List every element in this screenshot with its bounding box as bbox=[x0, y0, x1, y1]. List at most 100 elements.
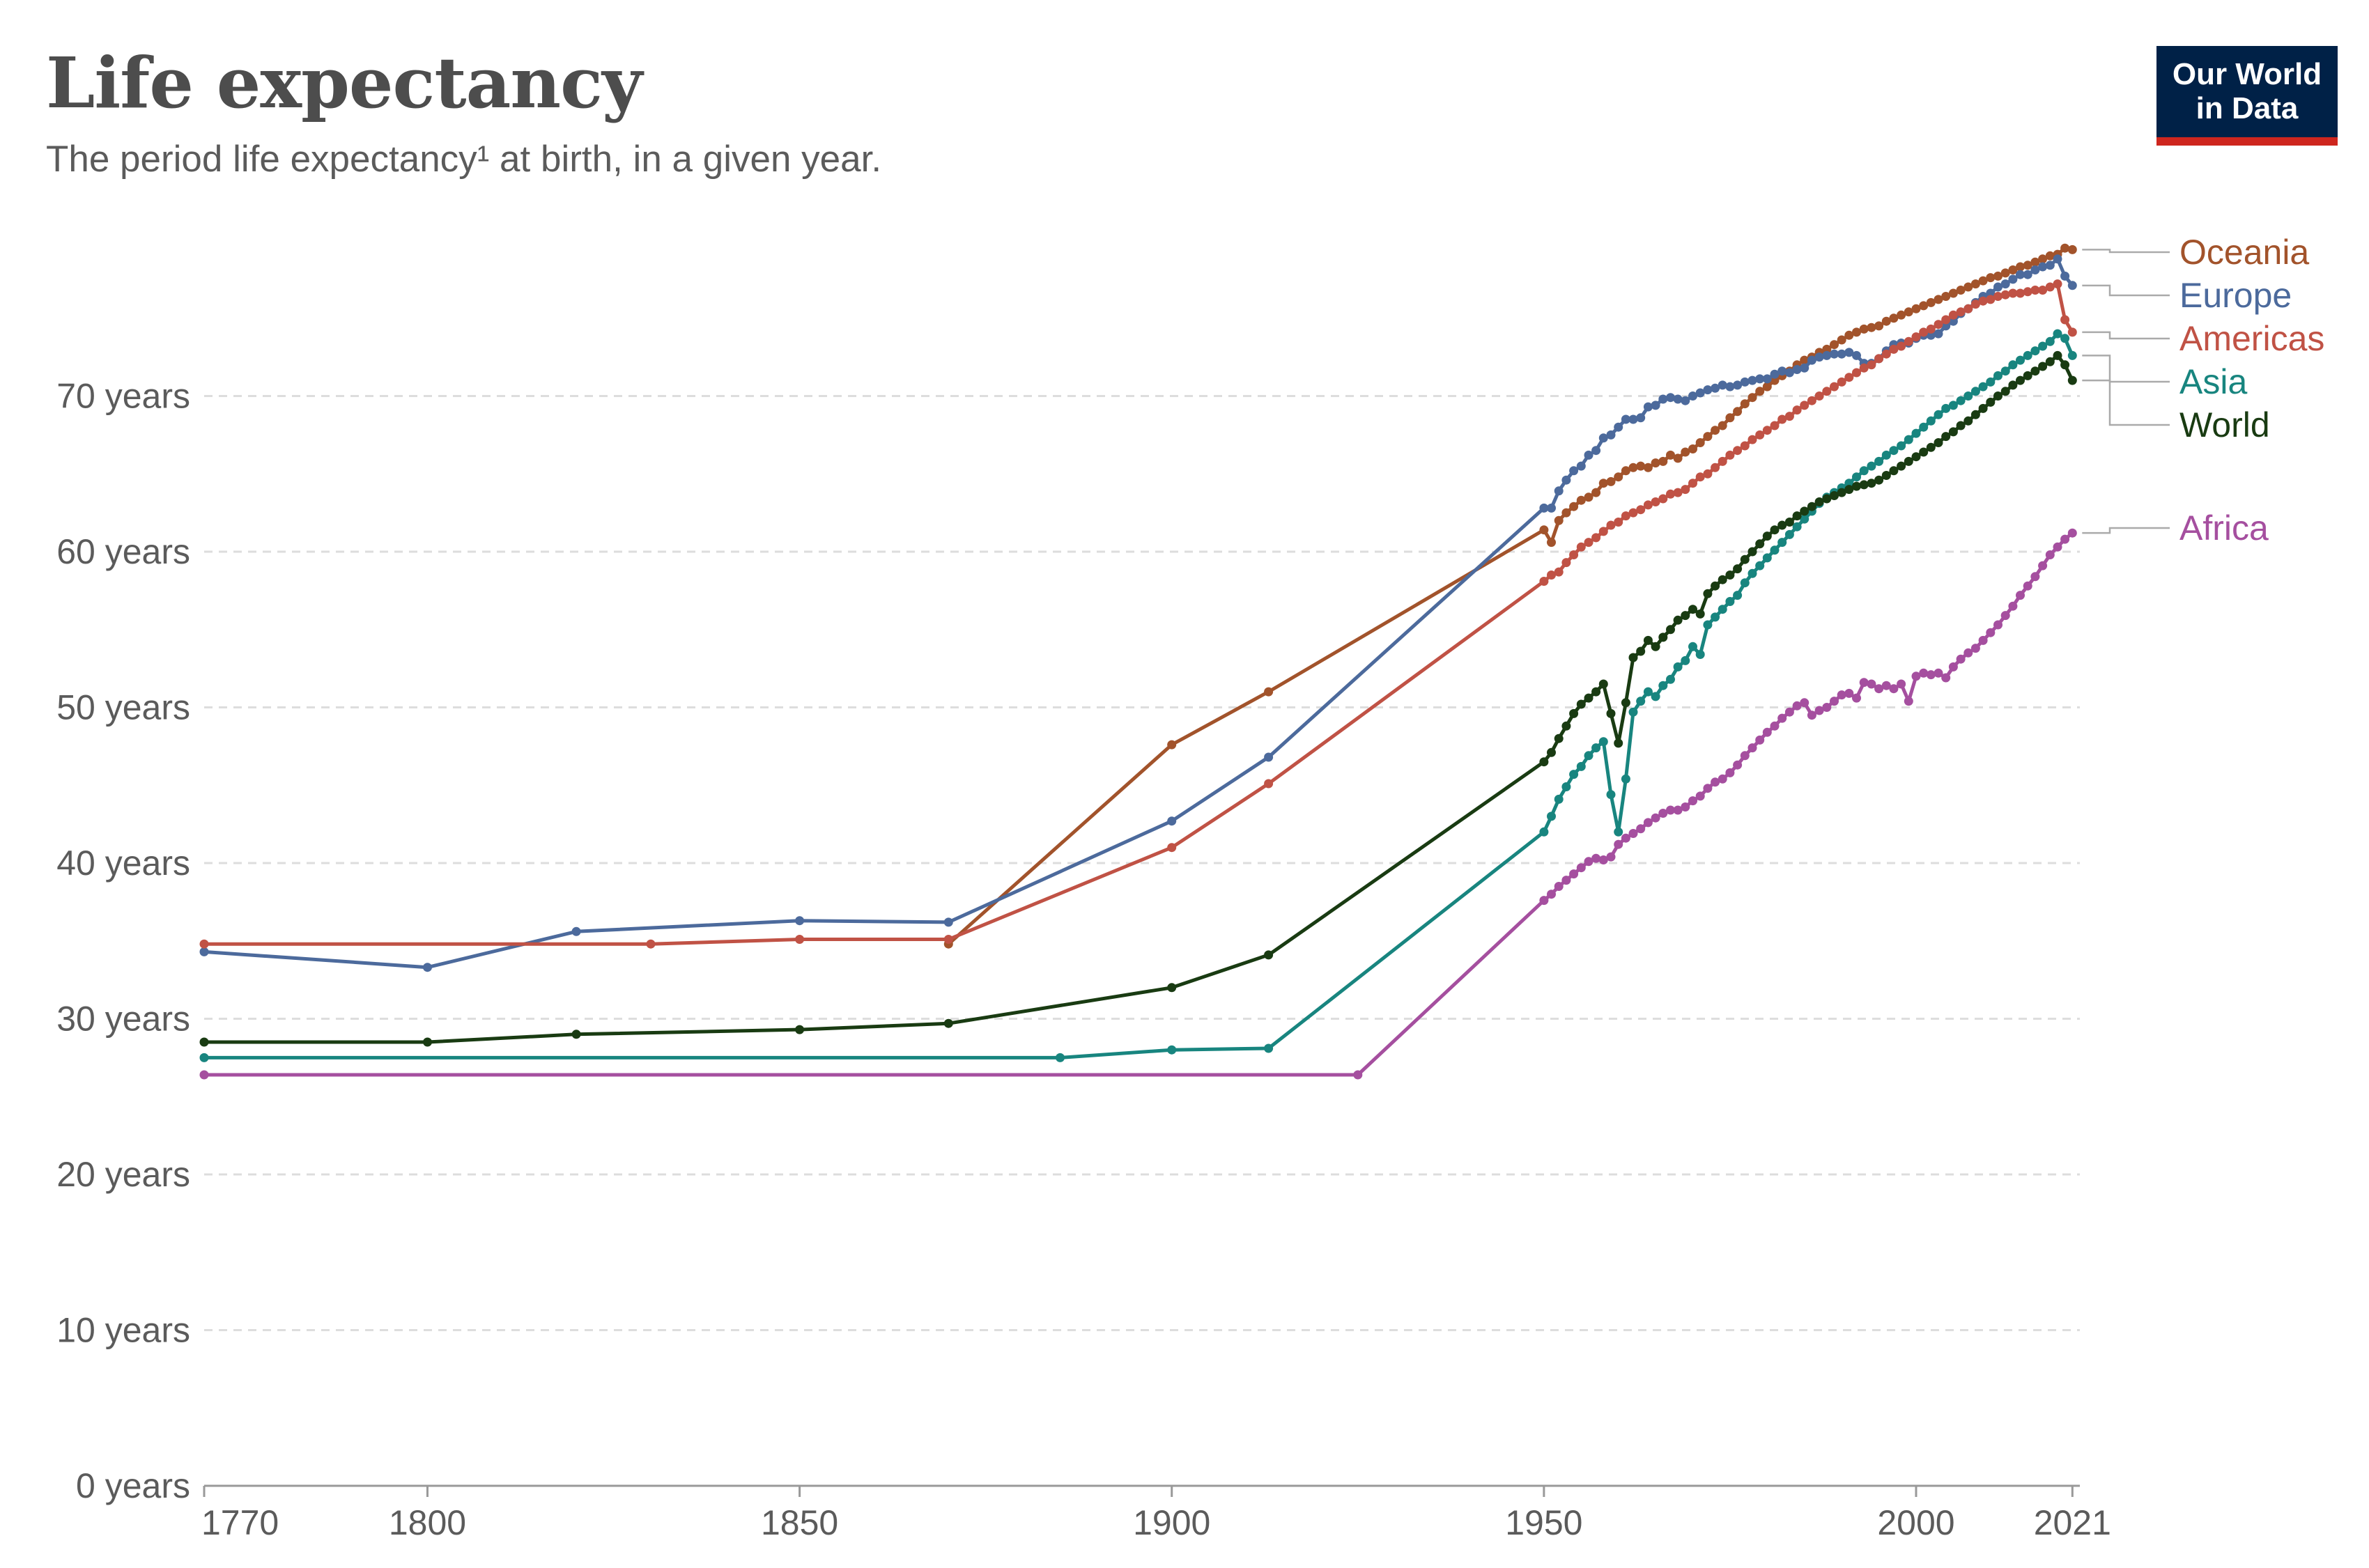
data-point bbox=[1978, 635, 1988, 645]
data-point bbox=[1747, 375, 1757, 385]
y-tick-label: 40 years bbox=[56, 844, 190, 883]
series-africa[interactable] bbox=[199, 528, 2077, 1080]
data-point bbox=[1926, 442, 1936, 452]
data-point bbox=[2030, 346, 2040, 356]
data-point bbox=[1911, 332, 1921, 342]
data-point bbox=[1956, 286, 1966, 295]
data-point bbox=[1666, 393, 1675, 403]
data-point bbox=[1628, 829, 1638, 838]
data-point bbox=[2067, 350, 2077, 360]
data-point bbox=[1561, 475, 1571, 485]
series-label-world[interactable]: World bbox=[2179, 405, 2270, 444]
data-point bbox=[1561, 721, 1571, 731]
data-point bbox=[1889, 313, 1899, 323]
series-label-europe[interactable]: Europe bbox=[2179, 276, 2292, 315]
data-point bbox=[1837, 335, 1846, 345]
data-point bbox=[646, 939, 656, 949]
owid-logo[interactable]: Our World in Data bbox=[2156, 46, 2338, 146]
x-tick-label: 1950 bbox=[1505, 1503, 1582, 1542]
data-point bbox=[1986, 628, 1996, 637]
data-point bbox=[1986, 377, 1996, 387]
data-point bbox=[1970, 387, 1980, 396]
data-point bbox=[1881, 316, 1891, 326]
data-point bbox=[1643, 463, 1653, 472]
data-point bbox=[1598, 737, 1608, 747]
data-point bbox=[1814, 497, 1824, 506]
series-world[interactable] bbox=[199, 350, 2077, 1047]
data-point bbox=[1963, 648, 1973, 658]
data-point bbox=[1688, 642, 1697, 651]
data-point bbox=[2030, 286, 2040, 295]
data-point bbox=[2060, 243, 2070, 253]
x-tick-label: 1770 bbox=[201, 1503, 279, 1542]
data-point bbox=[1725, 382, 1735, 391]
data-point bbox=[1919, 327, 1929, 337]
data-point bbox=[1711, 581, 1720, 591]
data-point bbox=[1167, 983, 1177, 993]
data-point bbox=[2016, 288, 2025, 298]
data-point bbox=[1733, 407, 1743, 417]
data-point bbox=[1926, 416, 1936, 426]
data-point bbox=[1733, 446, 1743, 456]
data-point bbox=[1651, 458, 1660, 468]
series-label-americas[interactable]: Americas bbox=[2179, 319, 2324, 358]
data-point bbox=[1830, 491, 1839, 500]
series-americas[interactable] bbox=[199, 279, 2077, 949]
data-point bbox=[1844, 479, 1854, 488]
chart-title: Life expectancy bbox=[46, 42, 642, 124]
data-point bbox=[1621, 774, 1630, 784]
data-point bbox=[1822, 387, 1832, 396]
data-point bbox=[1837, 488, 1846, 497]
data-point bbox=[1822, 350, 1832, 360]
data-point bbox=[1993, 620, 2003, 630]
data-point bbox=[1814, 352, 1824, 362]
label-connector bbox=[2082, 331, 2170, 340]
data-point bbox=[2016, 262, 2025, 272]
data-point bbox=[1800, 506, 1809, 516]
data-point bbox=[1733, 564, 1743, 574]
data-point bbox=[1725, 450, 1735, 460]
data-point bbox=[1904, 435, 1913, 444]
data-point bbox=[1889, 446, 1899, 456]
data-point bbox=[1747, 568, 1757, 578]
data-point bbox=[1941, 673, 1951, 683]
series-label-oceania[interactable]: Oceania bbox=[2179, 233, 2309, 272]
data-point bbox=[1695, 791, 1705, 801]
data-point bbox=[1948, 662, 1958, 672]
data-point bbox=[2038, 254, 2048, 264]
data-point bbox=[2030, 572, 2040, 582]
data-point bbox=[1978, 403, 1988, 413]
data-point bbox=[1733, 760, 1743, 770]
data-point bbox=[1598, 855, 1608, 864]
data-point bbox=[1963, 391, 1973, 401]
data-point bbox=[1993, 371, 2003, 380]
data-point bbox=[1658, 394, 1668, 404]
series-asia[interactable] bbox=[199, 329, 2077, 1062]
data-point bbox=[2053, 542, 2062, 552]
data-point bbox=[1576, 761, 1586, 771]
series-line bbox=[946, 246, 2074, 946]
data-point bbox=[1792, 511, 1802, 521]
data-point bbox=[2060, 271, 2070, 281]
data-point bbox=[1881, 471, 1891, 480]
data-point bbox=[1636, 824, 1646, 834]
data-point bbox=[1264, 950, 1274, 960]
data-point bbox=[2030, 366, 2040, 376]
data-point bbox=[1822, 703, 1832, 712]
data-point bbox=[1755, 561, 1765, 570]
series-label-africa[interactable]: Africa bbox=[2179, 509, 2269, 548]
series-lines bbox=[199, 243, 2077, 1080]
data-point bbox=[1167, 816, 1177, 826]
series-oceania[interactable] bbox=[943, 243, 2077, 949]
series-label-asia[interactable]: Asia bbox=[2179, 362, 2247, 401]
data-point bbox=[1970, 279, 1980, 289]
data-point bbox=[2023, 261, 2032, 270]
data-point bbox=[1569, 550, 1579, 559]
data-point bbox=[1897, 310, 1906, 320]
data-point bbox=[1956, 396, 1966, 405]
data-point bbox=[1614, 827, 1623, 837]
y-tick-label: 50 years bbox=[56, 688, 190, 727]
data-point bbox=[1740, 377, 1750, 387]
data-point bbox=[1800, 401, 1809, 410]
data-point bbox=[1948, 288, 1958, 298]
